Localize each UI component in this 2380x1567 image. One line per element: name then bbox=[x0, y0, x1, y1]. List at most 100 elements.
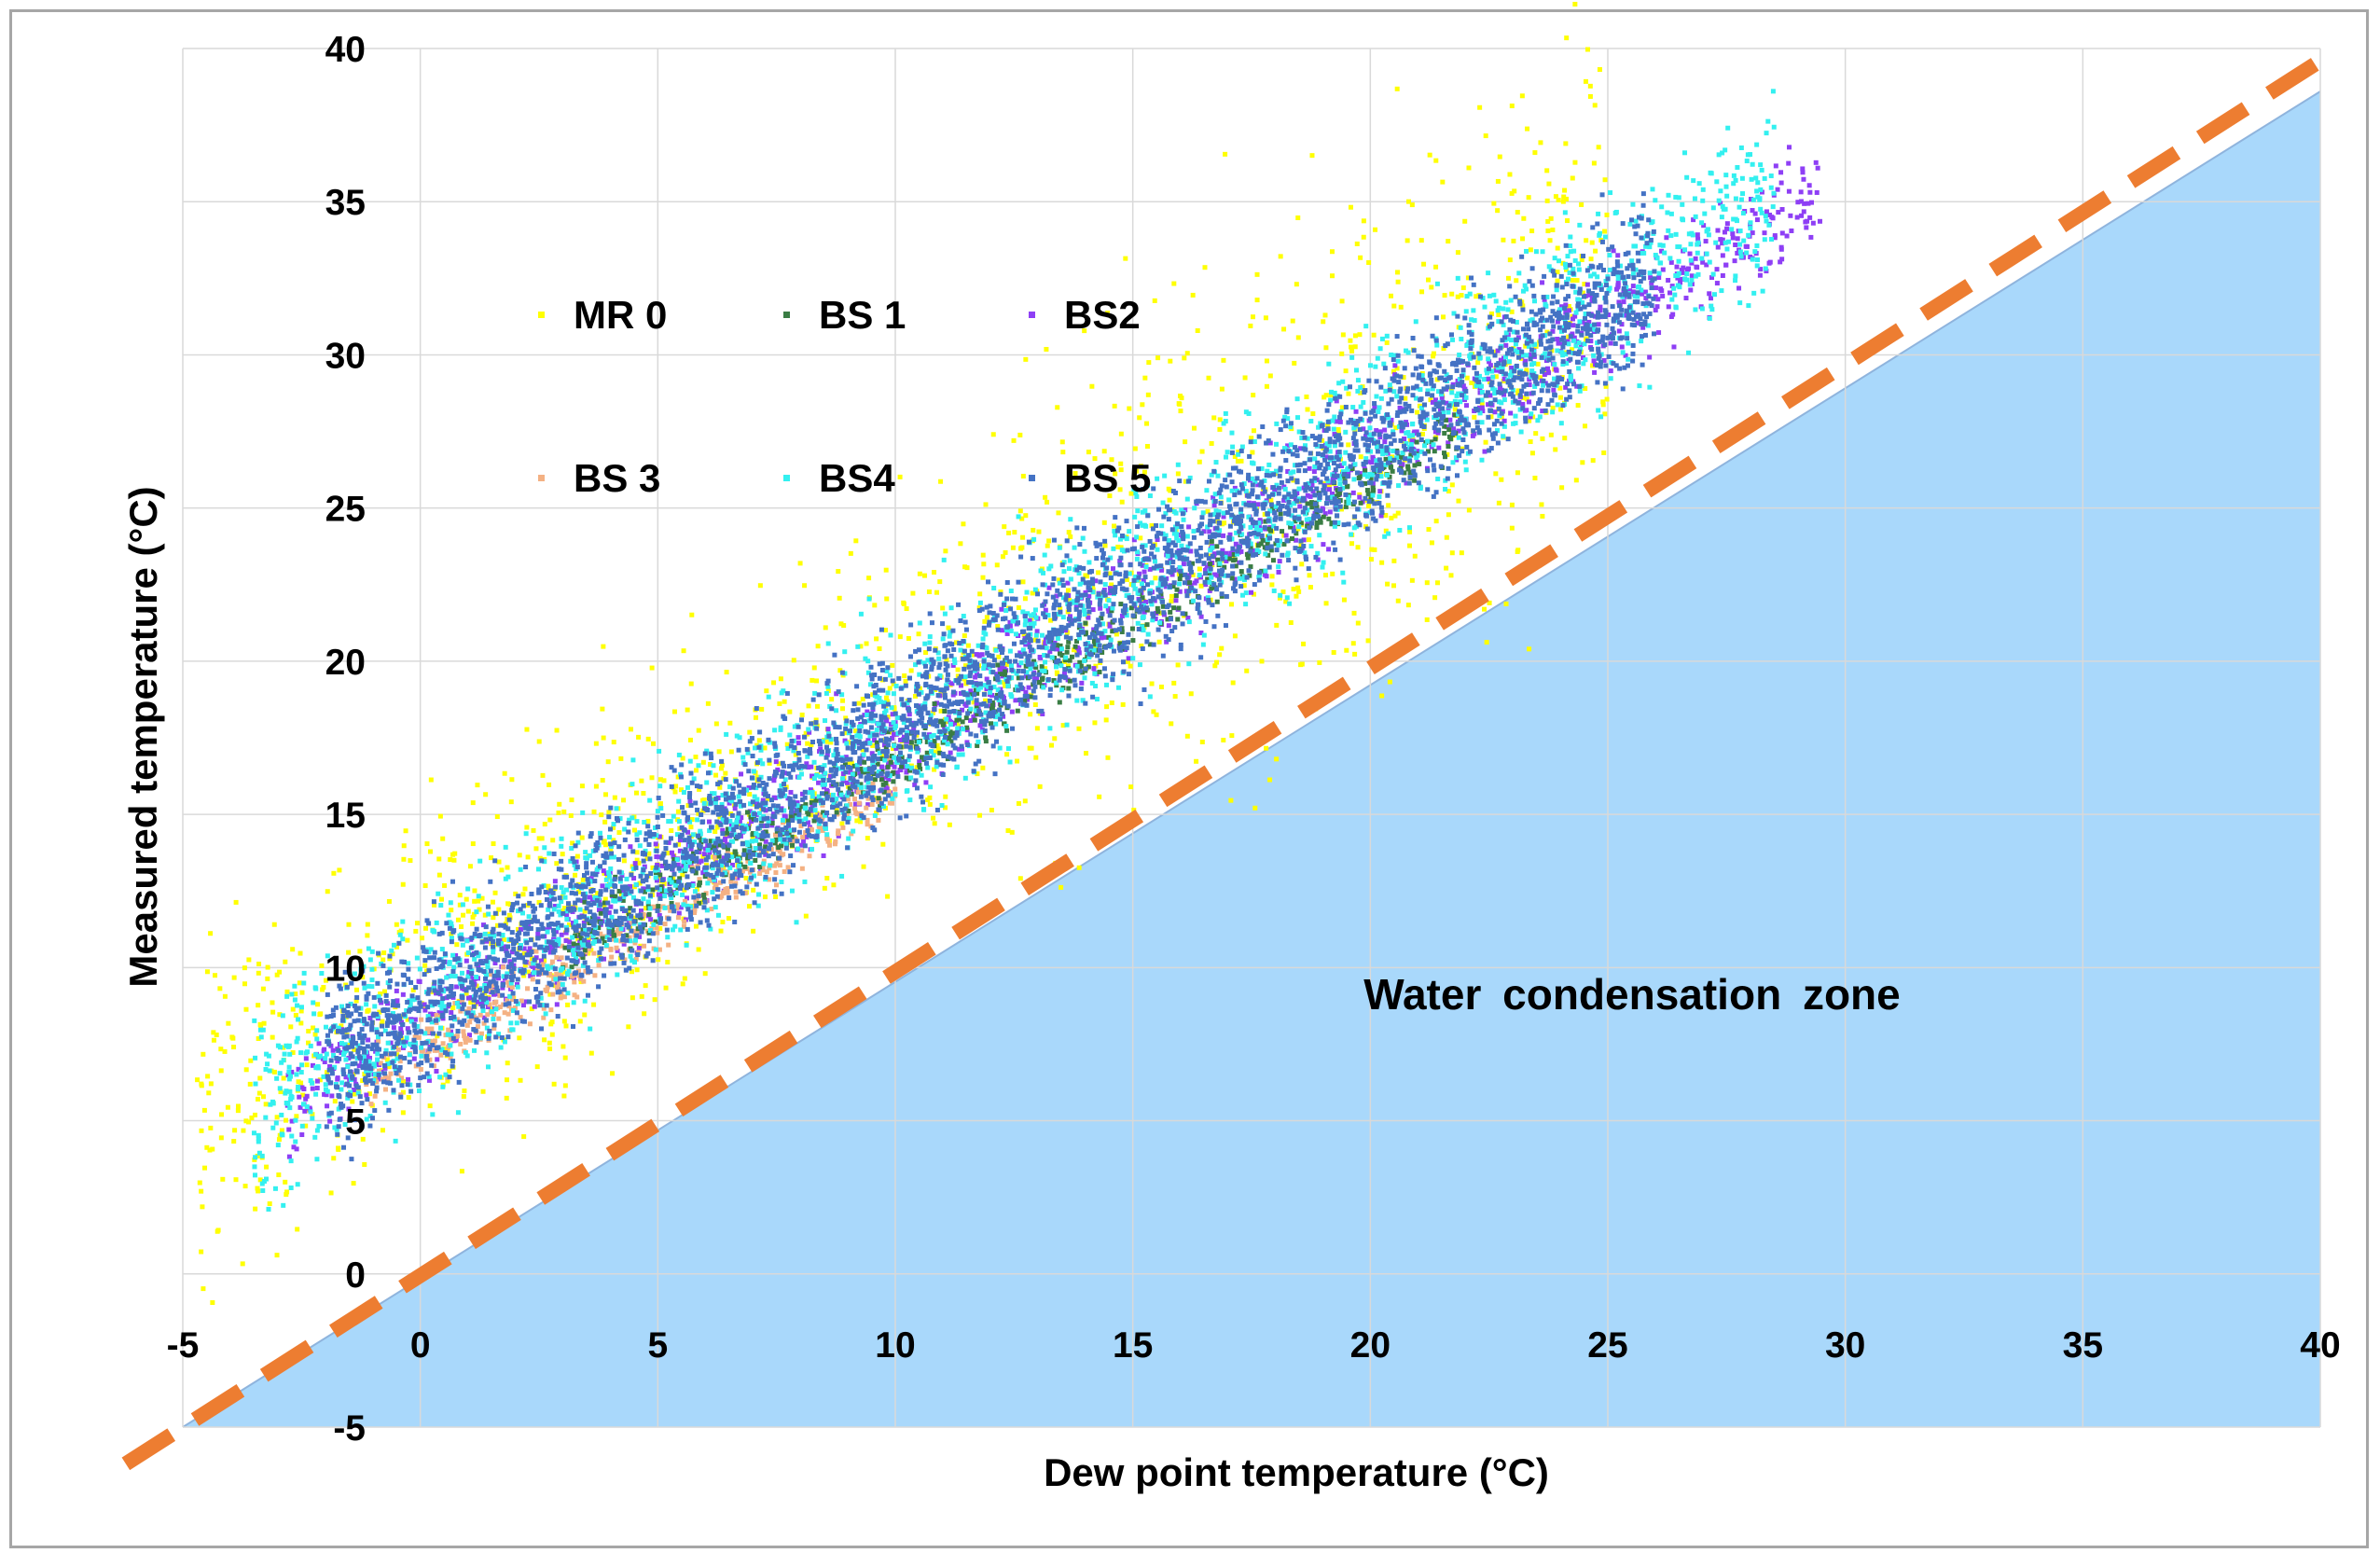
data-point bbox=[1118, 431, 1124, 437]
data-point bbox=[1340, 570, 1346, 575]
data-point bbox=[1435, 419, 1441, 424]
data-point bbox=[1003, 549, 1008, 555]
data-point bbox=[572, 951, 577, 957]
data-point bbox=[1361, 218, 1366, 224]
data-point bbox=[605, 759, 611, 765]
data-point bbox=[1221, 357, 1226, 363]
data-point bbox=[1678, 280, 1683, 285]
data-point bbox=[562, 963, 568, 968]
data-point bbox=[993, 721, 999, 727]
data-point bbox=[649, 775, 655, 781]
data-point bbox=[606, 810, 612, 815]
data-point bbox=[998, 589, 1003, 595]
data-point bbox=[1017, 432, 1023, 437]
data-point bbox=[1080, 579, 1086, 585]
data-point bbox=[295, 1182, 300, 1187]
data-point bbox=[1003, 672, 1008, 677]
data-point bbox=[1141, 578, 1146, 584]
data-point bbox=[685, 784, 690, 790]
data-point bbox=[948, 732, 954, 738]
data-point bbox=[1483, 133, 1488, 139]
data-point bbox=[753, 714, 758, 720]
data-point bbox=[1351, 610, 1357, 616]
data-point bbox=[1464, 375, 1470, 381]
data-point bbox=[497, 992, 503, 998]
data-point bbox=[527, 946, 533, 951]
data-point bbox=[608, 847, 614, 853]
data-point bbox=[858, 784, 864, 790]
data-point bbox=[1019, 516, 1025, 521]
data-point bbox=[443, 986, 449, 992]
data-point bbox=[681, 923, 686, 929]
data-point bbox=[1277, 595, 1282, 601]
data-point bbox=[1391, 303, 1397, 309]
data-point bbox=[1387, 679, 1392, 685]
data-point bbox=[428, 1011, 434, 1017]
data-point bbox=[1440, 179, 1446, 185]
data-point bbox=[1509, 338, 1515, 343]
data-point bbox=[948, 729, 953, 735]
data-point bbox=[1278, 511, 1283, 517]
data-point bbox=[1555, 319, 1560, 325]
data-point bbox=[1340, 379, 1346, 384]
data-point bbox=[880, 841, 886, 847]
data-point bbox=[1616, 299, 1622, 305]
data-point bbox=[1490, 374, 1496, 380]
data-point bbox=[1045, 499, 1050, 505]
data-point bbox=[225, 1104, 230, 1110]
data-point bbox=[1168, 609, 1173, 615]
data-point bbox=[865, 802, 871, 808]
data-point bbox=[447, 1069, 452, 1075]
data-point bbox=[983, 739, 989, 744]
data-point bbox=[1267, 508, 1273, 514]
data-point bbox=[1248, 323, 1253, 328]
data-point bbox=[1546, 264, 1552, 270]
data-point bbox=[964, 725, 970, 730]
data-point bbox=[1555, 278, 1560, 284]
data-point bbox=[962, 633, 967, 639]
data-point bbox=[657, 854, 662, 860]
data-point bbox=[467, 1019, 473, 1025]
data-point bbox=[1357, 492, 1363, 497]
data-point bbox=[1266, 552, 1271, 558]
data-point bbox=[310, 1086, 315, 1091]
data-point bbox=[809, 773, 815, 779]
data-point bbox=[1563, 352, 1569, 357]
data-point bbox=[928, 659, 934, 665]
data-point bbox=[779, 853, 784, 858]
data-point bbox=[1604, 212, 1610, 217]
data-point bbox=[976, 653, 982, 659]
data-point bbox=[636, 860, 642, 866]
data-point bbox=[937, 719, 943, 725]
data-point bbox=[1323, 345, 1329, 351]
data-point bbox=[1023, 642, 1029, 647]
data-point bbox=[1130, 638, 1136, 644]
data-point bbox=[380, 1128, 385, 1133]
data-point bbox=[271, 922, 277, 927]
data-point bbox=[440, 1084, 446, 1089]
data-point bbox=[1576, 340, 1582, 346]
data-point bbox=[602, 896, 608, 902]
data-point bbox=[1101, 449, 1107, 454]
data-point bbox=[478, 1031, 484, 1036]
data-point bbox=[790, 842, 796, 848]
data-point bbox=[1244, 668, 1250, 673]
data-point bbox=[1085, 574, 1090, 579]
data-point bbox=[548, 945, 554, 950]
data-point bbox=[1608, 190, 1613, 196]
data-point bbox=[1178, 409, 1183, 414]
data-point bbox=[1377, 489, 1383, 494]
data-point bbox=[893, 745, 899, 751]
data-point bbox=[1589, 323, 1595, 328]
data-point bbox=[1794, 215, 1800, 220]
data-point bbox=[1622, 312, 1627, 318]
data-point bbox=[902, 673, 907, 678]
data-point bbox=[739, 803, 744, 809]
data-point bbox=[288, 1024, 294, 1030]
data-point bbox=[1660, 243, 1666, 248]
data-point bbox=[1037, 679, 1043, 685]
data-point bbox=[463, 1049, 468, 1055]
data-point bbox=[1106, 634, 1112, 640]
data-point bbox=[968, 688, 974, 694]
data-point bbox=[1379, 693, 1385, 699]
